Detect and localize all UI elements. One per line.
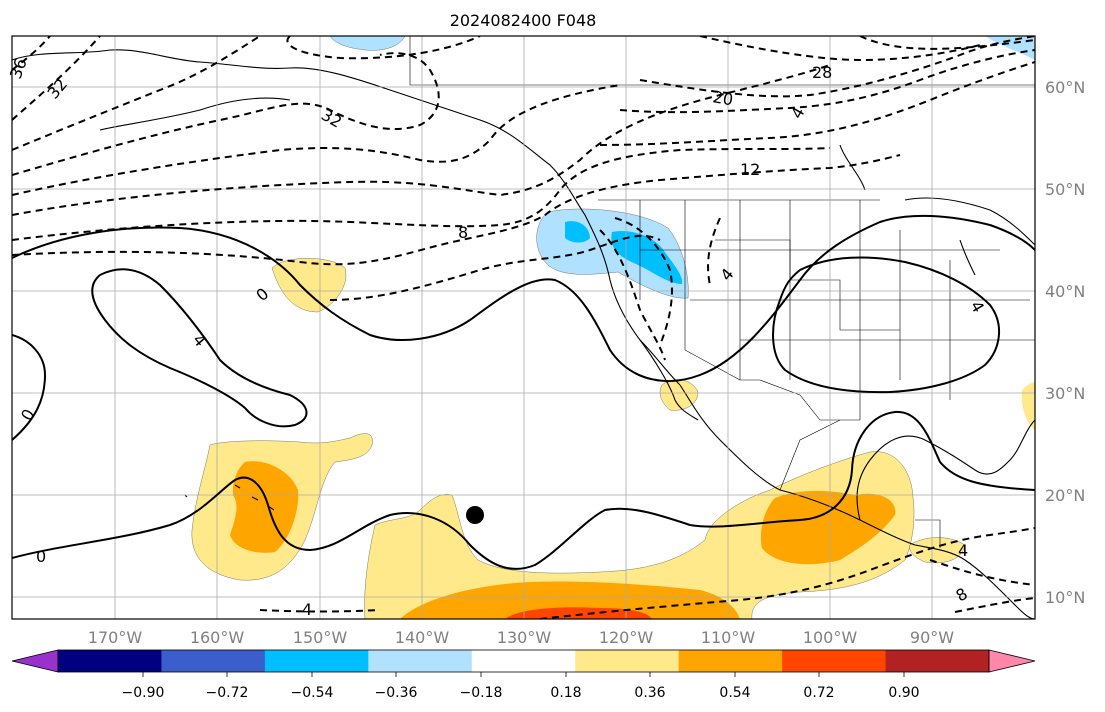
colorbar-tick-label: −0.18 <box>460 685 503 701</box>
contour-label: 0 <box>17 406 39 424</box>
contour-label: 12 <box>740 160 760 179</box>
contour-label: 0 <box>36 547 46 566</box>
colorbar-cell <box>885 650 990 672</box>
colorbar-cell <box>58 650 162 672</box>
colorbar-tick-label: 0.72 <box>803 685 834 701</box>
contour-label: 32 <box>318 105 345 132</box>
colorbar-tick-label: 0.18 <box>550 685 581 701</box>
contour-label: 8 <box>458 223 468 242</box>
colorbar-cell <box>575 650 680 672</box>
shade-mexico-orange <box>760 490 896 565</box>
lat-label: 60°N <box>1045 78 1085 97</box>
lat-label: 30°N <box>1045 384 1085 403</box>
lat-label: 10°N <box>1045 588 1085 607</box>
colorbar-frame <box>57 649 990 673</box>
colorbar-tick-label: 0.90 <box>888 685 919 701</box>
lon-label: 90°W <box>910 628 954 647</box>
shade-equatorial-yellow <box>364 451 915 619</box>
lon-label: 160°W <box>190 628 245 647</box>
contour-label: 4 <box>717 265 738 285</box>
shading-layer <box>191 36 1035 619</box>
map-title: 2024082400 F048 <box>450 11 597 30</box>
colorbar-cell <box>368 650 473 672</box>
contour-label: 4 <box>958 541 968 560</box>
shade-hawaii-orange <box>230 461 299 553</box>
contour-label: 36 <box>6 56 31 82</box>
lon-label: 100°W <box>803 628 858 647</box>
contour-label: 28 <box>812 63 832 82</box>
contour-label: 4 <box>189 330 210 350</box>
colorbar-tick-label: −0.90 <box>122 685 165 701</box>
colorbar-cell <box>678 650 783 672</box>
colorbar-cell <box>264 650 369 672</box>
colorbar-tick-label: 0.36 <box>634 685 665 701</box>
lat-label: 50°N <box>1045 180 1085 199</box>
longitude-labels: 170°W 160°W 150°W 140°W 130°W 120°W 110°… <box>88 628 954 647</box>
lon-label: 110°W <box>701 628 756 647</box>
colorbar-tick-label: 0.54 <box>719 685 750 701</box>
contour-label: 8 <box>953 584 971 606</box>
lat-label: 40°N <box>1045 282 1085 301</box>
lon-label: 170°W <box>88 628 143 647</box>
lon-label: 140°W <box>395 628 450 647</box>
colorbar-extend-high <box>988 649 1036 673</box>
colorbar-cell <box>161 650 266 672</box>
political-borders <box>409 36 1035 548</box>
dashed-contours <box>12 36 1035 619</box>
contour-label: 4 <box>302 600 312 619</box>
grid-lines <box>12 36 1035 619</box>
latitude-labels: 60°N 50°N 40°N 30°N 20°N 10°N <box>1045 78 1085 607</box>
colorbar: −0.90 −0.72 −0.54 −0.36 −0.18 0.18 0.36 … <box>11 649 1036 701</box>
lat-label: 20°N <box>1045 486 1085 505</box>
contour-label: 20 <box>711 87 734 109</box>
shade-top-right-light-blue <box>985 36 1035 60</box>
shade-northwest-blue <box>565 221 683 284</box>
solid-contours <box>12 214 1035 570</box>
colorbar-tick-label: −0.36 <box>375 685 418 701</box>
storm-center-marker <box>466 506 484 524</box>
colorbar-cell <box>782 650 887 672</box>
colorbar-tick-label: −0.54 <box>291 685 334 701</box>
colorbar-extend-low <box>11 649 59 673</box>
map-frame <box>11 35 1036 620</box>
colorbar-cell <box>471 650 576 672</box>
colorbar-tick-label: −0.72 <box>206 685 249 701</box>
shade-centralamerica-yellow <box>909 537 966 563</box>
contour-label: 0 <box>252 284 272 305</box>
shade-gulf-yellow <box>1021 382 1035 430</box>
coastlines <box>12 49 1035 619</box>
shade-equatorial-orange-west <box>400 581 740 619</box>
lon-label: 130°W <box>497 628 552 647</box>
contour-label: 32 <box>44 75 72 103</box>
shade-top-light-blue <box>329 36 406 51</box>
lon-label: 150°W <box>293 628 348 647</box>
lon-label: 120°W <box>599 628 654 647</box>
